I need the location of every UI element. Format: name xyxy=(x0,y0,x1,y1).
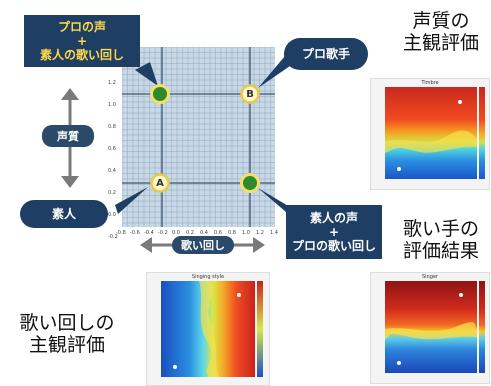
x-tick-label: -0.6 xyxy=(130,230,140,236)
callout-pro-singer: プロ歌手 xyxy=(284,38,368,70)
heatmap-singing-colorbar xyxy=(257,281,263,377)
marker-amateur-voice xyxy=(240,173,260,193)
y-tick-label: 0.2 xyxy=(108,190,116,196)
x-tick-label: 0.8 xyxy=(228,230,236,236)
callout-pointer-amateur xyxy=(115,187,148,214)
heatmap-singer: Singer xyxy=(370,272,490,384)
heatmap-voice-title: Timbre xyxy=(421,80,439,86)
y-tick-label: 1.0 xyxy=(108,102,116,108)
heatmap-singer-image xyxy=(385,281,477,373)
x-tick-label: 1.4 xyxy=(270,230,278,236)
heatmap-voice-colorbar xyxy=(479,87,485,179)
y-tick-label: 1.2 xyxy=(108,80,116,86)
x-tick-label: -0.4 xyxy=(144,230,154,236)
heatmap-voice-image xyxy=(385,87,477,179)
x-axis-label: 歌い回し xyxy=(172,236,234,254)
x-tick-label: 0.0 xyxy=(172,230,180,236)
x-tick-label: 1.2 xyxy=(256,230,264,236)
y-tick-label: 0.0 xyxy=(108,212,116,218)
x-tick-label: 0.4 xyxy=(200,230,208,236)
callout-amateur-voice-pro-singing: 素人の声 + プロの歌い回し xyxy=(286,205,382,259)
heading-singing-eval: 歌い回しの 主観評価 xyxy=(19,312,115,356)
callout-pointer-pro-voice xyxy=(135,62,158,86)
x-tick-label: -0.8 xyxy=(116,230,126,236)
callout-pro-voice-amateur-singing: プロの声 + 素人の歌い回し xyxy=(24,15,140,67)
marker-b xyxy=(240,84,260,104)
marker-a-label: A xyxy=(156,177,164,189)
x-tick-label: 0.6 xyxy=(214,230,222,236)
heatmap-singing-image xyxy=(161,281,255,377)
marker-pro-voice xyxy=(150,84,170,104)
y-tick-label: 0.6 xyxy=(108,146,116,152)
y-tick-label: 0.4 xyxy=(108,168,116,174)
y-tick-label: 0.8 xyxy=(108,124,116,130)
heatmap-voice-quality: Timbre xyxy=(370,78,490,190)
x-tick-label: 0.2 xyxy=(186,230,194,236)
heatmap-singer-title: Singer xyxy=(421,274,439,280)
heading-singer-result: 歌い手の 評価結果 xyxy=(402,218,479,262)
x-tick-label: -0.2 xyxy=(158,230,168,236)
marker-a xyxy=(150,173,170,193)
callout-amateur: 素人 xyxy=(20,200,108,228)
x-tick-label: 1.0 xyxy=(242,230,250,236)
callout-pointer-pro-singer xyxy=(258,56,290,88)
heatmap-singing-style: Singing style xyxy=(146,272,270,386)
marker-b-label: B xyxy=(246,88,254,100)
y-tick-label: -0.2 xyxy=(108,234,118,240)
heading-voice-quality-eval: 声質の 主観評価 xyxy=(402,10,479,54)
heatmap-singer-colorbar xyxy=(479,281,485,373)
y-axis-label: 声質 xyxy=(42,125,94,147)
heatmap-singing-title: Singing style xyxy=(191,274,225,280)
